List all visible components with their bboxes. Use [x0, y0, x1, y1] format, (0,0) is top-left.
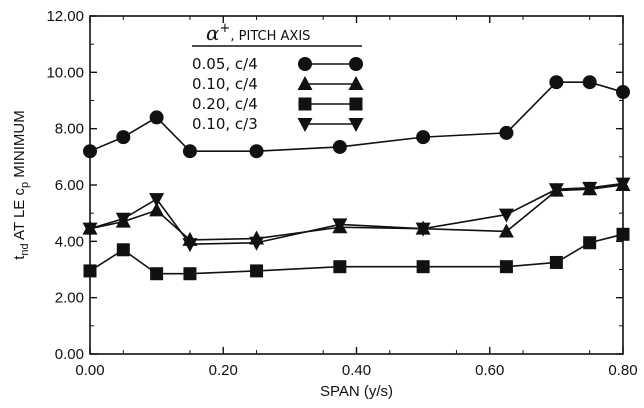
legend-title-text: , PITCH AXIS: [230, 29, 310, 44]
series-line: [89, 81, 624, 152]
legend-marker: [348, 76, 364, 90]
legend-marker: [298, 57, 312, 71]
y-tick-label: 4.00: [55, 233, 84, 250]
legend-label: 0.20, c/4: [192, 95, 258, 113]
data-point: [499, 260, 513, 274]
x-tick-label: 0.80: [608, 362, 637, 379]
series-layer: [82, 75, 631, 281]
data-point: [549, 75, 564, 90]
series-line: [89, 184, 624, 241]
y-title-end: MINIMUM: [11, 110, 28, 182]
legend-marker: [349, 97, 363, 111]
x-axis-title: SPAN (y/s): [320, 383, 393, 400]
legend-item: 0.10, c/3: [192, 115, 364, 133]
y-title-t: t: [11, 255, 28, 260]
x-tick-label: 0.60: [475, 362, 504, 379]
data-point: [150, 267, 164, 281]
data-point: [183, 267, 197, 281]
legend-title-symbol: α: [206, 21, 220, 45]
x-tick-label: 0.20: [209, 362, 238, 379]
legend-marker: [298, 97, 312, 111]
data-point: [116, 243, 130, 257]
x-tick-label: 0.40: [342, 362, 371, 379]
data-point: [615, 177, 631, 192]
data-point: [149, 202, 165, 217]
series-1: [83, 75, 630, 159]
data-point: [583, 236, 597, 250]
y-tick-label: 6.00: [55, 177, 84, 194]
data-point: [416, 130, 431, 145]
data-point: [250, 264, 264, 278]
y-title-mid: AT LE c: [11, 188, 28, 244]
y-axis-title: tnd AT LE cp MINIMUM: [11, 110, 31, 260]
legend-item: 0.20, c/4: [192, 95, 363, 113]
data-point: [182, 238, 198, 253]
y-tick-label: 0.00: [55, 346, 84, 363]
y-title-c-sub: p: [19, 182, 31, 188]
series-4: [82, 177, 631, 253]
data-point: [616, 227, 630, 241]
y-title-t-sub: nd: [19, 243, 31, 255]
data-point: [549, 255, 563, 269]
legend-marker: [297, 118, 313, 132]
x-tick-label: 0.00: [75, 362, 104, 379]
data-point: [415, 222, 431, 237]
data-point: [416, 260, 430, 274]
axes: 0.00 0.20 0.40 0.60 0.80 0.00 2.00 4.00 6.00 8.00…: [46, 8, 637, 379]
y-tick-label: 12.00: [46, 8, 84, 25]
data-point: [332, 139, 347, 154]
legend-label: 0.05, c/4: [192, 55, 258, 73]
series-2: [82, 177, 631, 246]
series-3: [83, 227, 630, 281]
series-line: [89, 233, 624, 275]
legend-item: 0.05, c/4: [192, 55, 363, 73]
data-point: [616, 85, 630, 100]
y-tick-label: 2.00: [55, 290, 84, 307]
data-point: [499, 125, 514, 140]
legend-label: 0.10, c/3: [192, 115, 258, 133]
data-point: [116, 130, 131, 145]
y-tick-label: 10.00: [46, 64, 84, 81]
legend-title-sup: +: [220, 21, 231, 36]
data-point: [548, 183, 564, 198]
legend-item: 0.10, c/4: [192, 75, 364, 93]
data-point: [149, 110, 164, 125]
data-point: [149, 193, 165, 208]
data-point: [83, 144, 97, 159]
series-line: [89, 182, 624, 245]
data-point: [182, 144, 197, 159]
legend-marker: [297, 76, 313, 90]
y-tick-label: 8.00: [55, 121, 84, 138]
data-point: [582, 181, 598, 196]
data-point: [249, 236, 265, 251]
data-point: [83, 264, 97, 278]
legend-label: 0.10, c/4: [192, 75, 258, 93]
data-point: [333, 260, 347, 274]
data-point: [249, 144, 264, 159]
legend-title: α+, PITCH AXIS: [206, 21, 310, 45]
data-point: [82, 222, 98, 237]
data-point: [582, 75, 597, 90]
data-point: [332, 218, 348, 233]
legend-marker: [349, 57, 363, 71]
data-point: [498, 223, 514, 238]
data-point: [498, 208, 514, 223]
legend: α+, PITCH AXIS 0.05, c/4 0.10, c/4 0.20, c/…: [192, 21, 364, 133]
legend-marker: [348, 118, 364, 132]
data-point: [115, 212, 131, 227]
